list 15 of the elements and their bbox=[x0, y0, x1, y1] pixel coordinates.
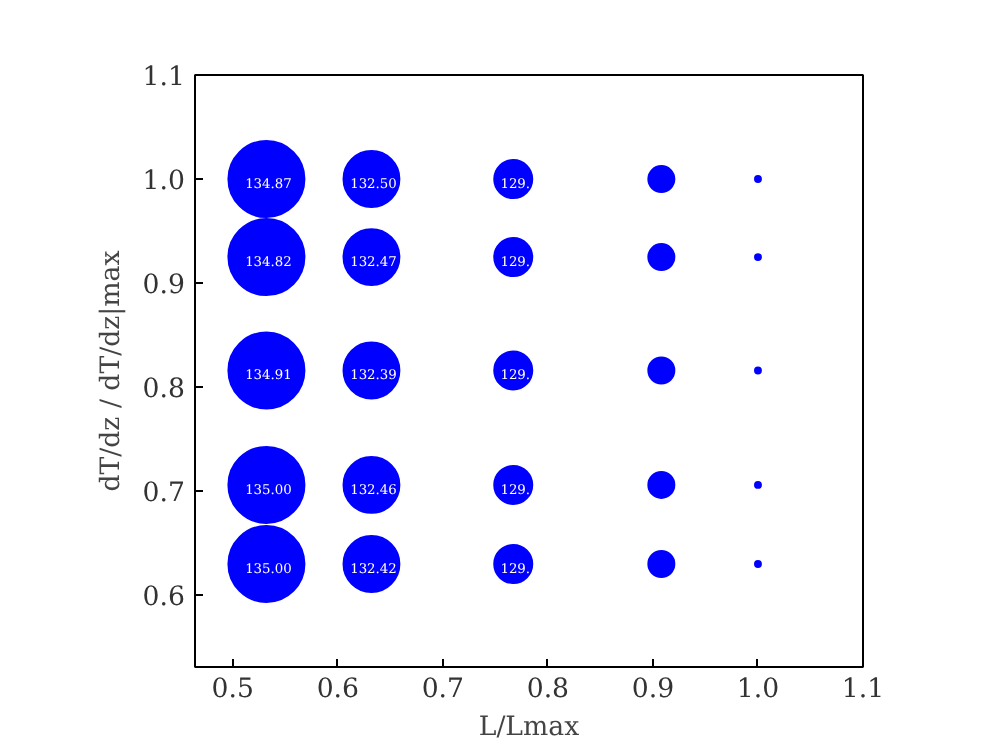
y-tick-label: 0.7 bbox=[142, 479, 186, 510]
x-tick-label: 0.6 bbox=[316, 675, 360, 705]
y-tick-label: 1.1 bbox=[142, 63, 186, 93]
x-tick-label: 1.0 bbox=[736, 675, 780, 705]
y-tick-label: 0.6 bbox=[142, 583, 186, 614]
y-tick-label: 1.0 bbox=[142, 167, 186, 198]
x-tick-label: 0.9 bbox=[631, 675, 675, 705]
y-axis-title: dT/dz / dT/dz|max bbox=[96, 249, 127, 492]
x-tick-label: 0.5 bbox=[211, 675, 255, 705]
x-axis-title: L/Lmax bbox=[478, 713, 581, 743]
y-tick-label: 0.9 bbox=[142, 271, 186, 302]
x-tick-label: 0.8 bbox=[526, 675, 570, 705]
x-tick-label: 1.1 bbox=[841, 675, 885, 705]
x-tick-label: 0.7 bbox=[421, 675, 465, 705]
y-tick-label: 0.8 bbox=[142, 375, 186, 406]
